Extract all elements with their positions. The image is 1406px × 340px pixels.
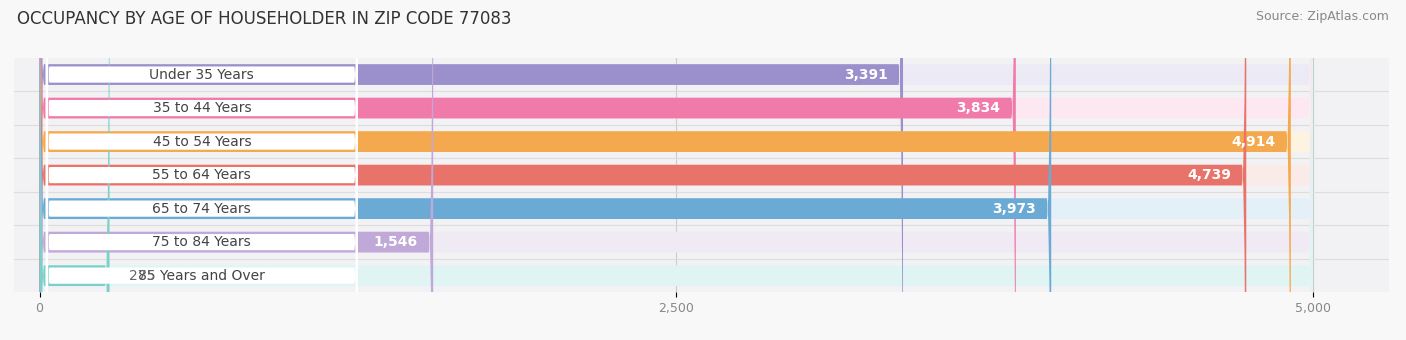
FancyBboxPatch shape bbox=[46, 0, 357, 340]
FancyBboxPatch shape bbox=[39, 0, 1015, 340]
FancyBboxPatch shape bbox=[39, 0, 1313, 340]
FancyBboxPatch shape bbox=[39, 0, 110, 340]
Text: 85 Years and Over: 85 Years and Over bbox=[138, 269, 266, 283]
Text: 4,914: 4,914 bbox=[1232, 135, 1275, 149]
FancyBboxPatch shape bbox=[39, 0, 1313, 340]
Text: 1,546: 1,546 bbox=[374, 235, 418, 249]
Text: 4,739: 4,739 bbox=[1187, 168, 1232, 182]
FancyBboxPatch shape bbox=[39, 0, 433, 340]
Text: Under 35 Years: Under 35 Years bbox=[149, 68, 254, 82]
FancyBboxPatch shape bbox=[46, 0, 357, 340]
FancyBboxPatch shape bbox=[14, 225, 1389, 259]
FancyBboxPatch shape bbox=[39, 0, 1246, 340]
FancyBboxPatch shape bbox=[14, 91, 1389, 125]
FancyBboxPatch shape bbox=[39, 0, 1313, 340]
Text: 3,391: 3,391 bbox=[844, 68, 887, 82]
Text: 55 to 64 Years: 55 to 64 Years bbox=[152, 168, 252, 182]
FancyBboxPatch shape bbox=[39, 0, 1313, 340]
Text: 3,973: 3,973 bbox=[993, 202, 1036, 216]
Text: Source: ZipAtlas.com: Source: ZipAtlas.com bbox=[1256, 10, 1389, 23]
FancyBboxPatch shape bbox=[39, 0, 1052, 340]
FancyBboxPatch shape bbox=[46, 0, 357, 340]
FancyBboxPatch shape bbox=[46, 0, 357, 340]
FancyBboxPatch shape bbox=[39, 0, 903, 340]
Text: 75 to 84 Years: 75 to 84 Years bbox=[152, 235, 252, 249]
FancyBboxPatch shape bbox=[14, 58, 1389, 91]
FancyBboxPatch shape bbox=[39, 0, 1291, 340]
Text: OCCUPANCY BY AGE OF HOUSEHOLDER IN ZIP CODE 77083: OCCUPANCY BY AGE OF HOUSEHOLDER IN ZIP C… bbox=[17, 10, 512, 28]
FancyBboxPatch shape bbox=[14, 259, 1389, 292]
Text: 65 to 74 Years: 65 to 74 Years bbox=[152, 202, 252, 216]
Text: 3,834: 3,834 bbox=[956, 101, 1001, 115]
FancyBboxPatch shape bbox=[46, 0, 357, 340]
Text: 35 to 44 Years: 35 to 44 Years bbox=[152, 101, 252, 115]
FancyBboxPatch shape bbox=[46, 0, 357, 340]
FancyBboxPatch shape bbox=[39, 0, 1313, 340]
FancyBboxPatch shape bbox=[14, 125, 1389, 158]
FancyBboxPatch shape bbox=[14, 158, 1389, 192]
FancyBboxPatch shape bbox=[46, 0, 357, 340]
FancyBboxPatch shape bbox=[14, 192, 1389, 225]
FancyBboxPatch shape bbox=[39, 0, 1313, 340]
Text: 45 to 54 Years: 45 to 54 Years bbox=[152, 135, 252, 149]
FancyBboxPatch shape bbox=[39, 0, 1313, 340]
Text: 275: 275 bbox=[129, 269, 155, 283]
